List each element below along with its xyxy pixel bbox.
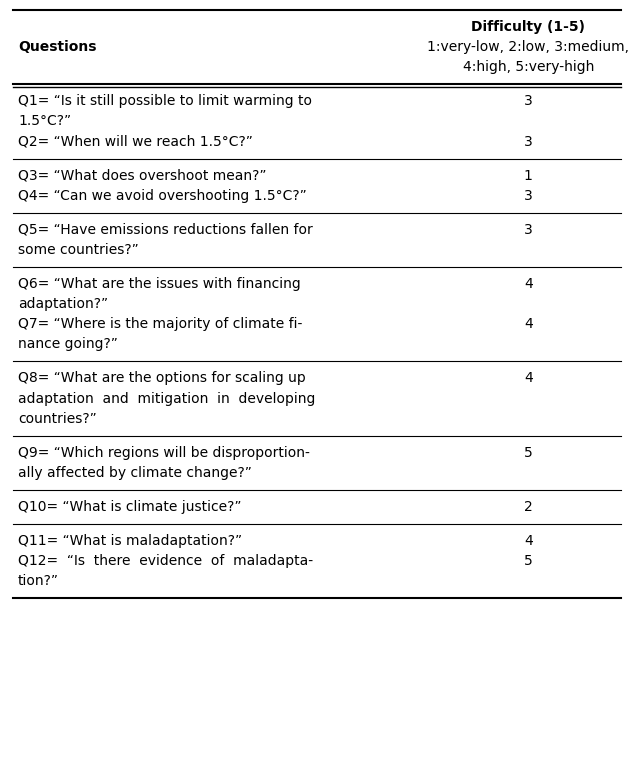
- Text: Q4= “Can we avoid overshooting 1.5°C?”: Q4= “Can we avoid overshooting 1.5°C?”: [18, 188, 307, 203]
- Text: Q2= “When will we reach 1.5°C?”: Q2= “When will we reach 1.5°C?”: [18, 135, 253, 149]
- Text: nance going?”: nance going?”: [18, 337, 118, 352]
- Text: Q9= “Which regions will be disproportion-: Q9= “Which regions will be disproportion…: [18, 446, 310, 460]
- Text: 3: 3: [524, 223, 533, 237]
- Text: Q11= “What is maladaptation?”: Q11= “What is maladaptation?”: [18, 534, 242, 548]
- Text: Q1= “Is it still possible to limit warming to: Q1= “Is it still possible to limit warmi…: [18, 94, 312, 108]
- Text: adaptation  and  mitigation  in  developing: adaptation and mitigation in developing: [18, 391, 315, 405]
- Text: tion?”: tion?”: [18, 574, 59, 588]
- Text: countries?”: countries?”: [18, 411, 97, 426]
- Text: Q8= “What are the options for scaling up: Q8= “What are the options for scaling up: [18, 372, 306, 385]
- Text: Questions: Questions: [18, 40, 96, 54]
- Text: 5: 5: [524, 554, 533, 568]
- Text: 4: 4: [524, 277, 533, 291]
- Text: 4:high, 5:very-high: 4:high, 5:very-high: [463, 61, 594, 74]
- Text: 4: 4: [524, 534, 533, 548]
- Text: Difficulty (1-5): Difficulty (1-5): [471, 20, 585, 34]
- Text: some countries?”: some countries?”: [18, 243, 139, 257]
- Text: 1:very-low, 2:low, 3:medium,: 1:very-low, 2:low, 3:medium,: [427, 40, 630, 54]
- Text: 1.5°C?”: 1.5°C?”: [18, 114, 71, 129]
- Text: adaptation?”: adaptation?”: [18, 297, 108, 311]
- Text: 2: 2: [524, 500, 533, 514]
- Text: Q12=  “Is  there  evidence  of  maladapta-: Q12= “Is there evidence of maladapta-: [18, 554, 313, 568]
- Text: 3: 3: [524, 188, 533, 203]
- Text: Q10= “What is climate justice?”: Q10= “What is climate justice?”: [18, 500, 242, 514]
- Text: Q6= “What are the issues with financing: Q6= “What are the issues with financing: [18, 277, 301, 291]
- Text: 1: 1: [524, 169, 533, 182]
- Text: Q7= “Where is the majority of climate fi-: Q7= “Where is the majority of climate fi…: [18, 317, 302, 331]
- Text: 5: 5: [524, 446, 533, 460]
- Text: 3: 3: [524, 94, 533, 108]
- Text: Q3= “What does overshoot mean?”: Q3= “What does overshoot mean?”: [18, 169, 266, 182]
- Text: ally affected by climate change?”: ally affected by climate change?”: [18, 466, 252, 480]
- Text: 4: 4: [524, 317, 533, 331]
- Text: 4: 4: [524, 372, 533, 385]
- Text: 3: 3: [524, 135, 533, 149]
- Text: Q5= “Have emissions reductions fallen for: Q5= “Have emissions reductions fallen fo…: [18, 223, 313, 237]
